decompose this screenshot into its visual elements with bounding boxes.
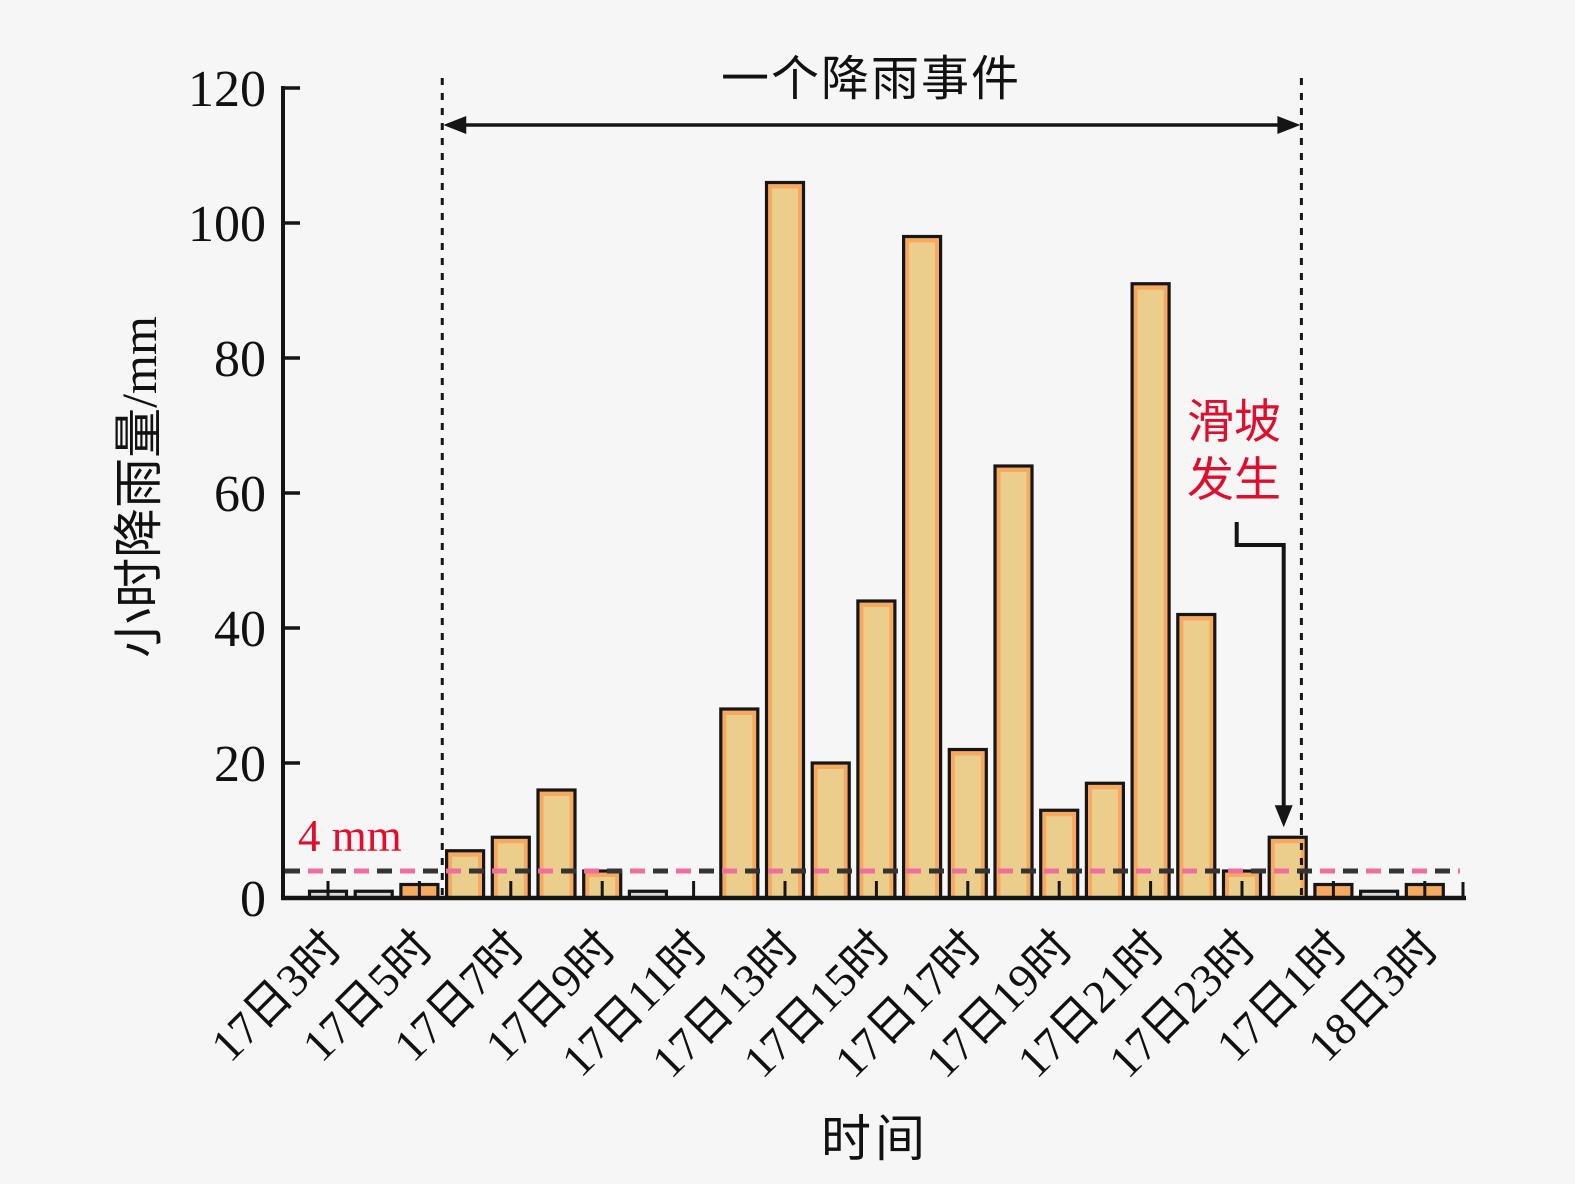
bar-body-17 bbox=[1091, 789, 1118, 898]
bar-body-10 bbox=[772, 188, 798, 898]
bar-body-5 bbox=[543, 796, 570, 898]
x-axis-title: 时间 bbox=[821, 1111, 929, 1167]
bar-body-12 bbox=[863, 607, 890, 898]
arrowhead-left bbox=[443, 116, 467, 134]
y-tick-label-40: 40 bbox=[214, 601, 266, 658]
y-axis-title: 小时降雨量/mm bbox=[111, 316, 167, 658]
bar-body-19 bbox=[1183, 620, 1210, 898]
landslide-label: 滑坡发生 bbox=[1187, 397, 1281, 507]
arrowhead-right bbox=[1277, 116, 1301, 134]
bar-body-9 bbox=[726, 715, 753, 898]
y-tick-label-120: 120 bbox=[188, 61, 266, 118]
bar-body-15 bbox=[1000, 472, 1027, 898]
threshold-label: 4 mm bbox=[298, 811, 402, 861]
bar-body-14 bbox=[954, 755, 981, 898]
landslide-arrowhead bbox=[1274, 805, 1293, 828]
landslide-callout-line bbox=[1234, 522, 1286, 814]
bar-body-13 bbox=[909, 242, 936, 898]
y-tick-label-100: 100 bbox=[188, 196, 266, 253]
bar-body-3 bbox=[452, 856, 479, 898]
y-tick-label-80: 80 bbox=[214, 331, 266, 388]
event-span-label: 一个降雨事件 bbox=[720, 53, 1021, 106]
y-tick-label-60: 60 bbox=[214, 466, 266, 523]
bar-body-18 bbox=[1137, 289, 1164, 898]
y-tick-label-0: 0 bbox=[240, 871, 266, 928]
y-tick-label-20: 20 bbox=[214, 736, 266, 793]
bar-body-11 bbox=[817, 769, 844, 898]
